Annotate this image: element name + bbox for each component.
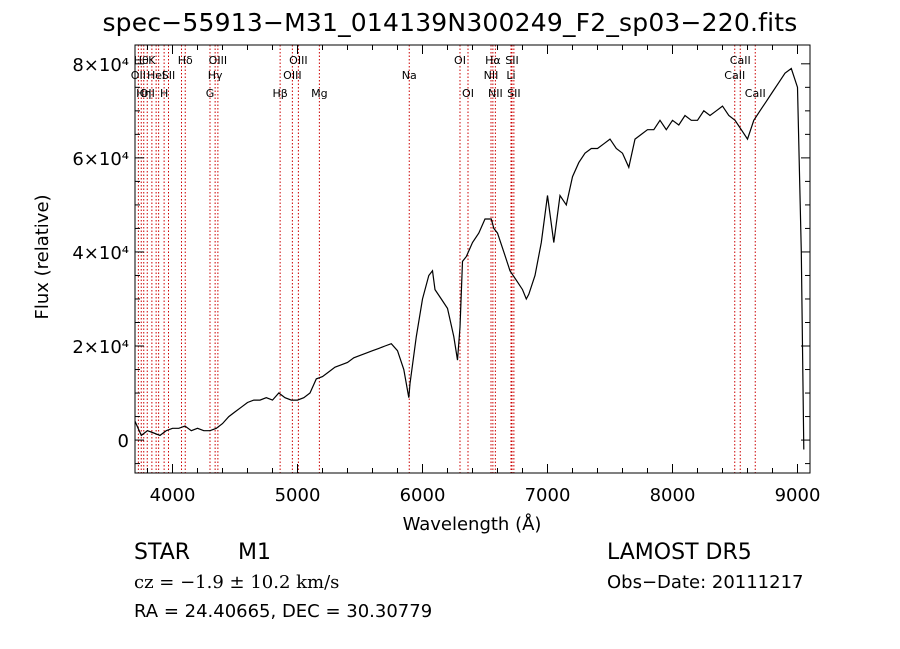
- line-marker-label: Hγ: [208, 69, 223, 82]
- line-marker-label: NII: [484, 69, 499, 82]
- object-subclass: M1: [238, 540, 271, 565]
- spectral-line-labels: OIIHθHηOIIKHeIHSIIHδGHγOIIIHβOIIIOIIIMgN…: [131, 54, 766, 100]
- x-tick-label: 4000: [150, 485, 196, 506]
- axis-tick-labels: 4000 5000 6000 7000 8000 9000 0 2×10⁴ 4×10⁴ 6×10⁴…: [72, 55, 820, 506]
- line-marker-label: OIII: [283, 69, 301, 82]
- line-marker-label: SII: [507, 87, 520, 100]
- line-marker-label: Hη: [136, 87, 151, 100]
- line-marker-label: OIII: [289, 54, 307, 67]
- x-tick-label: 9000: [775, 485, 821, 506]
- line-marker-label: OII: [140, 87, 155, 100]
- x-axis-label: Wavelength (Å): [403, 513, 542, 535]
- chart-title: spec−55913−M31_014139N300249_F2_sp03−220…: [102, 8, 798, 37]
- y-axis-label: Flux (relative): [32, 194, 53, 319]
- plot-frame: [134, 44, 811, 474]
- x-tick-label: 8000: [650, 485, 696, 506]
- line-marker-label: SII: [162, 69, 175, 82]
- line-marker-label: H: [160, 87, 168, 100]
- line-marker-label: SII: [505, 54, 518, 67]
- x-tick-label: 6000: [400, 485, 446, 506]
- x-tick-label: 5000: [275, 485, 321, 506]
- line-marker-label: CaII: [724, 69, 745, 82]
- line-marker-label: Hα: [485, 54, 501, 67]
- line-marker-label: CaII: [730, 54, 751, 67]
- line-marker-label: Hδ: [178, 54, 193, 67]
- coordinates: RA = 24.40665, DEC = 30.30779: [134, 601, 433, 622]
- line-marker-label: CaII: [745, 87, 766, 100]
- line-marker-label: K: [148, 54, 156, 67]
- line-marker-label: Li: [506, 69, 515, 82]
- redshift-value: cz = −1.9 ± 10.2 km/s: [134, 572, 340, 593]
- spectral-line-markers: [137, 45, 756, 473]
- line-marker-label: OII: [131, 69, 146, 82]
- x-tick-label: 7000: [525, 485, 571, 506]
- line-marker-label: OI: [462, 87, 474, 100]
- axis-ticks: [135, 45, 810, 473]
- y-tick-label: 8×10⁴: [72, 55, 129, 76]
- line-marker-label: Hθ: [134, 54, 149, 67]
- line-marker-label: Hβ: [272, 87, 287, 100]
- spectrum-line: [134, 67, 805, 450]
- line-marker-label: G: [206, 87, 215, 100]
- y-tick-label: 4×10⁴: [72, 243, 129, 264]
- y-tick-label: 0: [118, 431, 129, 452]
- line-marker-label: Na: [402, 69, 417, 82]
- object-class: STAR: [134, 540, 191, 565]
- survey-name: LAMOST DR5: [607, 540, 752, 565]
- line-marker-label: HeI: [147, 69, 165, 82]
- line-marker-label: Mg: [311, 87, 327, 100]
- observation-date: Obs−Date: 20111217: [607, 572, 804, 593]
- y-tick-label: 6×10⁴: [72, 149, 129, 170]
- line-marker-label: OI: [454, 54, 466, 67]
- line-marker-label: OIII: [209, 54, 227, 67]
- line-marker-label: NII: [488, 87, 503, 100]
- y-tick-label: 2×10⁴: [72, 337, 129, 358]
